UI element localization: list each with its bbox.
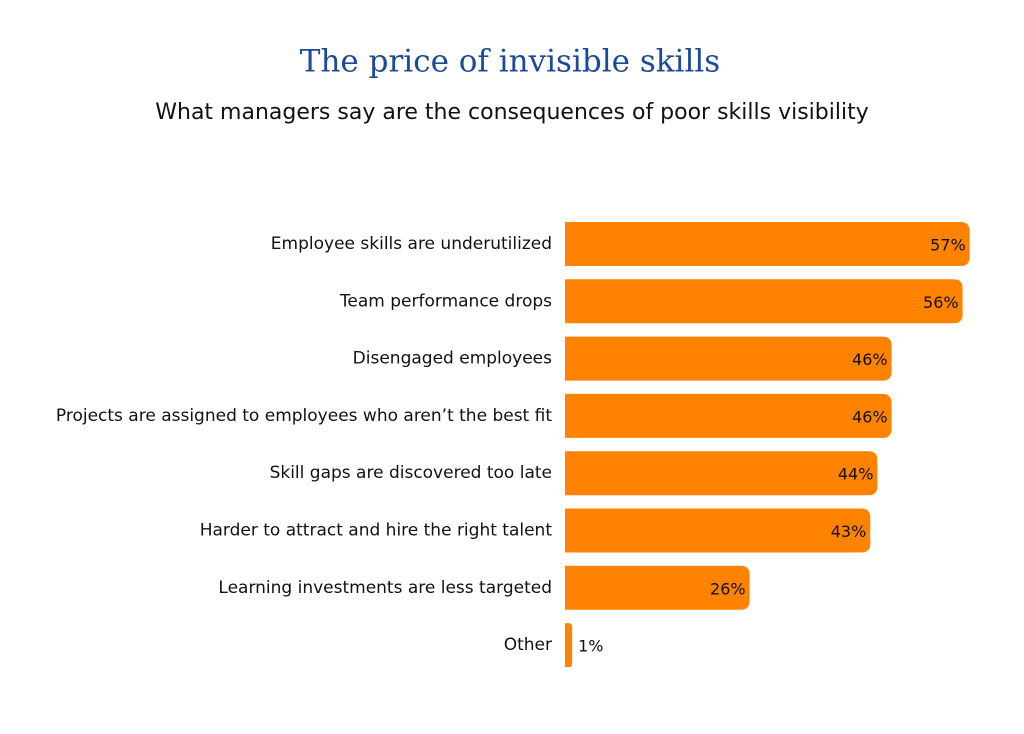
category-label: Harder to attract and hire the right tal… [200, 521, 553, 541]
value-label: 46% [852, 350, 888, 369]
bar [565, 565, 750, 610]
value-label: 57% [930, 236, 966, 255]
bar [565, 623, 573, 668]
category-label: Skill gaps are discovered too late [270, 463, 552, 483]
category-label: Projects are assigned to employees who a… [56, 406, 552, 426]
chart-subtitle: What managers say are the consequences o… [155, 100, 869, 125]
value-label: 56% [923, 293, 959, 312]
value-label: 1% [578, 637, 603, 656]
bar [565, 508, 871, 553]
bar [565, 451, 878, 496]
category-label: Team performance drops [339, 291, 552, 311]
value-label: 44% [838, 465, 874, 484]
value-label: 43% [831, 522, 867, 541]
value-label: 26% [710, 579, 746, 598]
bar [565, 336, 892, 381]
category-label: Learning investments are less targeted [218, 578, 552, 598]
category-label: Employee skills are underutilized [271, 234, 552, 254]
value-label: 46% [852, 407, 888, 426]
bar [565, 279, 963, 324]
category-label: Disengaged employees [353, 349, 552, 369]
category-label: Other [504, 635, 552, 655]
bar [565, 393, 892, 438]
bar [565, 222, 970, 266]
chart-title: The price of invisible skills [300, 44, 720, 80]
